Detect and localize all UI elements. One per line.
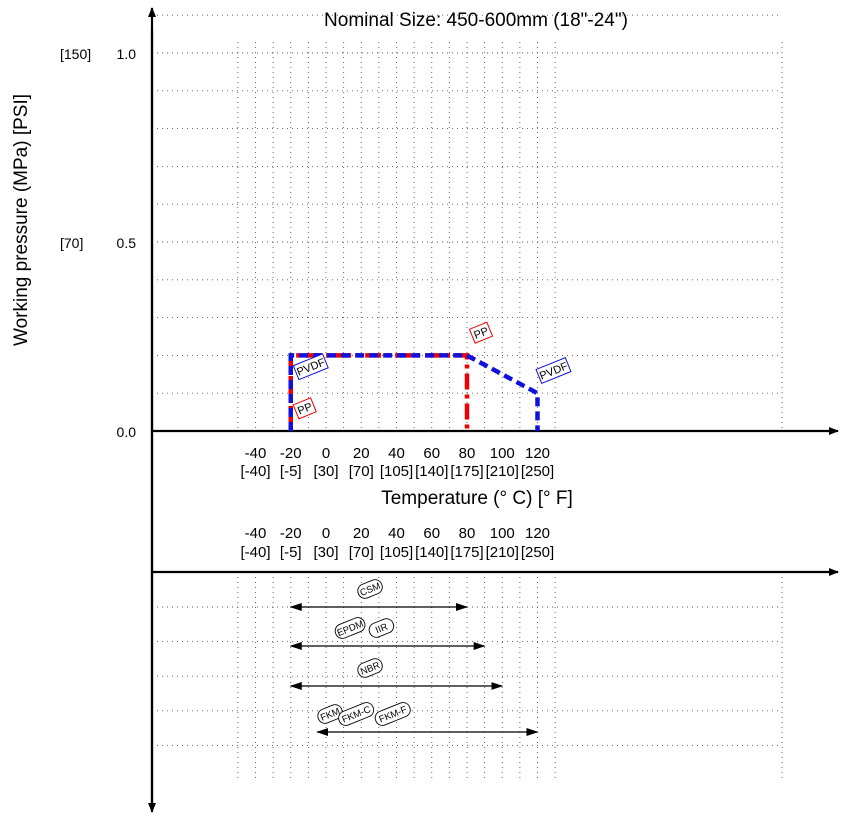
range-label-box bbox=[357, 658, 383, 678]
x-tick-label-f: [105] bbox=[380, 463, 413, 480]
x-tick-label-f: [70] bbox=[349, 544, 374, 561]
range-label-box bbox=[338, 702, 375, 726]
series-labels: PP PVDF PP PVDF bbox=[292, 321, 572, 420]
y-tick-label-psi: [70] bbox=[60, 235, 83, 251]
range-label: FKM-C bbox=[338, 702, 375, 726]
range-label: EPDM bbox=[334, 617, 366, 639]
x-tick-label: 80 bbox=[459, 445, 476, 462]
x-tick-label: 20 bbox=[353, 445, 370, 462]
y-tick-label: 0.5 bbox=[117, 235, 137, 251]
axes bbox=[148, 7, 839, 813]
x-tick-label: -40 bbox=[245, 445, 267, 462]
x-tick-label: 120 bbox=[525, 445, 550, 462]
series-label: PVDF bbox=[292, 353, 329, 381]
x-tick-label-f: [-40] bbox=[240, 544, 270, 561]
range-label: IIR bbox=[368, 618, 395, 638]
x-tick-label-f: [-5] bbox=[280, 544, 302, 561]
x-tick-label-f: [-5] bbox=[280, 463, 302, 480]
x-tick-label: -20 bbox=[280, 445, 302, 462]
x-tick-label-f: [210] bbox=[486, 544, 519, 561]
x-tick-label: 60 bbox=[423, 525, 440, 542]
range-label-box bbox=[368, 618, 395, 638]
x-tick-label: 60 bbox=[423, 445, 440, 462]
x-tick-label-f: [175] bbox=[450, 463, 483, 480]
x-tick-label: 20 bbox=[353, 525, 370, 542]
tag-box bbox=[535, 357, 572, 385]
x-tick-label: 40 bbox=[388, 445, 405, 462]
x-tick-label-f: [-40] bbox=[240, 463, 270, 480]
x-tick-label-f: [250] bbox=[521, 463, 554, 480]
series-label: PP bbox=[292, 397, 317, 420]
series-line-pp bbox=[288, 353, 470, 431]
y-axis-label: Working pressure (MPa) [PSI] bbox=[11, 94, 32, 346]
range-label: NBR bbox=[357, 658, 383, 678]
tag-box bbox=[292, 397, 317, 420]
x-tick-label-f: [30] bbox=[313, 544, 338, 561]
x-tick-label: 120 bbox=[525, 525, 550, 542]
y-tick-label: 0.0 bbox=[117, 424, 137, 440]
x-tick-label-f: [210] bbox=[486, 463, 519, 480]
x-tick-label: 100 bbox=[490, 445, 515, 462]
series-line-pvdf bbox=[288, 353, 540, 431]
x-tick-label-f: [140] bbox=[415, 463, 448, 480]
x-axis-label: Temperature (° C) [° F] bbox=[381, 488, 573, 509]
chart-title: Nominal Size: 450-600mm (18"-24") bbox=[324, 10, 628, 31]
y-tick-label-psi: [150] bbox=[60, 46, 91, 62]
range-label-box bbox=[374, 702, 411, 726]
x-tick-label-f: [30] bbox=[313, 463, 338, 480]
x-tick-label: 0 bbox=[322, 525, 330, 542]
series-label: PVDF bbox=[535, 357, 572, 385]
y-tick-label: 1.0 bbox=[117, 46, 137, 62]
x-tick-label-f: [70] bbox=[349, 463, 374, 480]
range-label-text: IIR bbox=[374, 621, 390, 636]
range-label: CSM bbox=[357, 579, 383, 599]
range-label-box bbox=[317, 704, 343, 724]
x-tick-label: 100 bbox=[490, 525, 515, 542]
range-label-box bbox=[357, 579, 383, 599]
x-tick-label-f: [140] bbox=[415, 544, 448, 561]
tag-text: PP bbox=[472, 325, 490, 342]
x-tick-label: 0 bbox=[322, 445, 330, 462]
x-tick-label: -40 bbox=[245, 525, 267, 542]
tag-box bbox=[292, 353, 329, 381]
x-tick-label: -20 bbox=[280, 525, 302, 542]
grid bbox=[152, 14, 783, 780]
tag-box bbox=[468, 321, 494, 344]
tag-text: PP bbox=[296, 401, 314, 418]
series-label: PP bbox=[468, 321, 494, 344]
series-lines bbox=[288, 353, 540, 431]
tick-labels: 1.0[150]0.5[70]0.0-40[-40]-40[-40]-20[-5… bbox=[60, 46, 554, 561]
range-label: FKM bbox=[317, 704, 343, 724]
x-tick-label: 40 bbox=[388, 525, 405, 542]
range-label: FKM-F bbox=[374, 702, 411, 726]
x-tick-label: 80 bbox=[459, 525, 476, 542]
x-tick-label-f: [105] bbox=[380, 544, 413, 561]
range-label-box bbox=[334, 617, 366, 639]
x-tick-label-f: [250] bbox=[521, 544, 554, 561]
x-tick-label-f: [175] bbox=[450, 544, 483, 561]
